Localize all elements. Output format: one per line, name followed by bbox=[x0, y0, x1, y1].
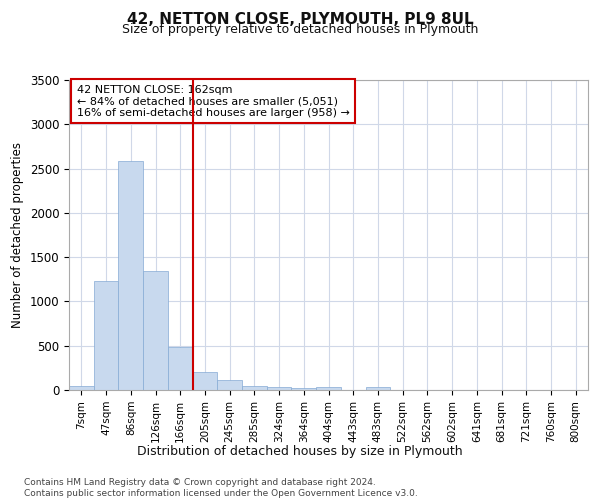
Text: 42 NETTON CLOSE: 162sqm
← 84% of detached houses are smaller (5,051)
16% of semi: 42 NETTON CLOSE: 162sqm ← 84% of detache… bbox=[77, 84, 350, 118]
Bar bbox=[242, 386, 267, 390]
Text: Distribution of detached houses by size in Plymouth: Distribution of detached houses by size … bbox=[137, 444, 463, 458]
Bar bbox=[69, 386, 94, 390]
Text: 42, NETTON CLOSE, PLYMOUTH, PL9 8UL: 42, NETTON CLOSE, PLYMOUTH, PL9 8UL bbox=[127, 12, 473, 28]
Bar bbox=[292, 388, 316, 390]
Bar bbox=[193, 372, 217, 390]
Bar bbox=[143, 272, 168, 390]
Bar bbox=[118, 160, 143, 390]
Bar bbox=[365, 388, 390, 390]
Text: Contains HM Land Registry data © Crown copyright and database right 2024.
Contai: Contains HM Land Registry data © Crown c… bbox=[24, 478, 418, 498]
Y-axis label: Number of detached properties: Number of detached properties bbox=[11, 142, 24, 328]
Bar bbox=[168, 346, 193, 390]
Text: Size of property relative to detached houses in Plymouth: Size of property relative to detached ho… bbox=[122, 22, 478, 36]
Bar bbox=[217, 380, 242, 390]
Bar bbox=[94, 281, 118, 390]
Bar bbox=[316, 388, 341, 390]
Bar bbox=[267, 388, 292, 390]
